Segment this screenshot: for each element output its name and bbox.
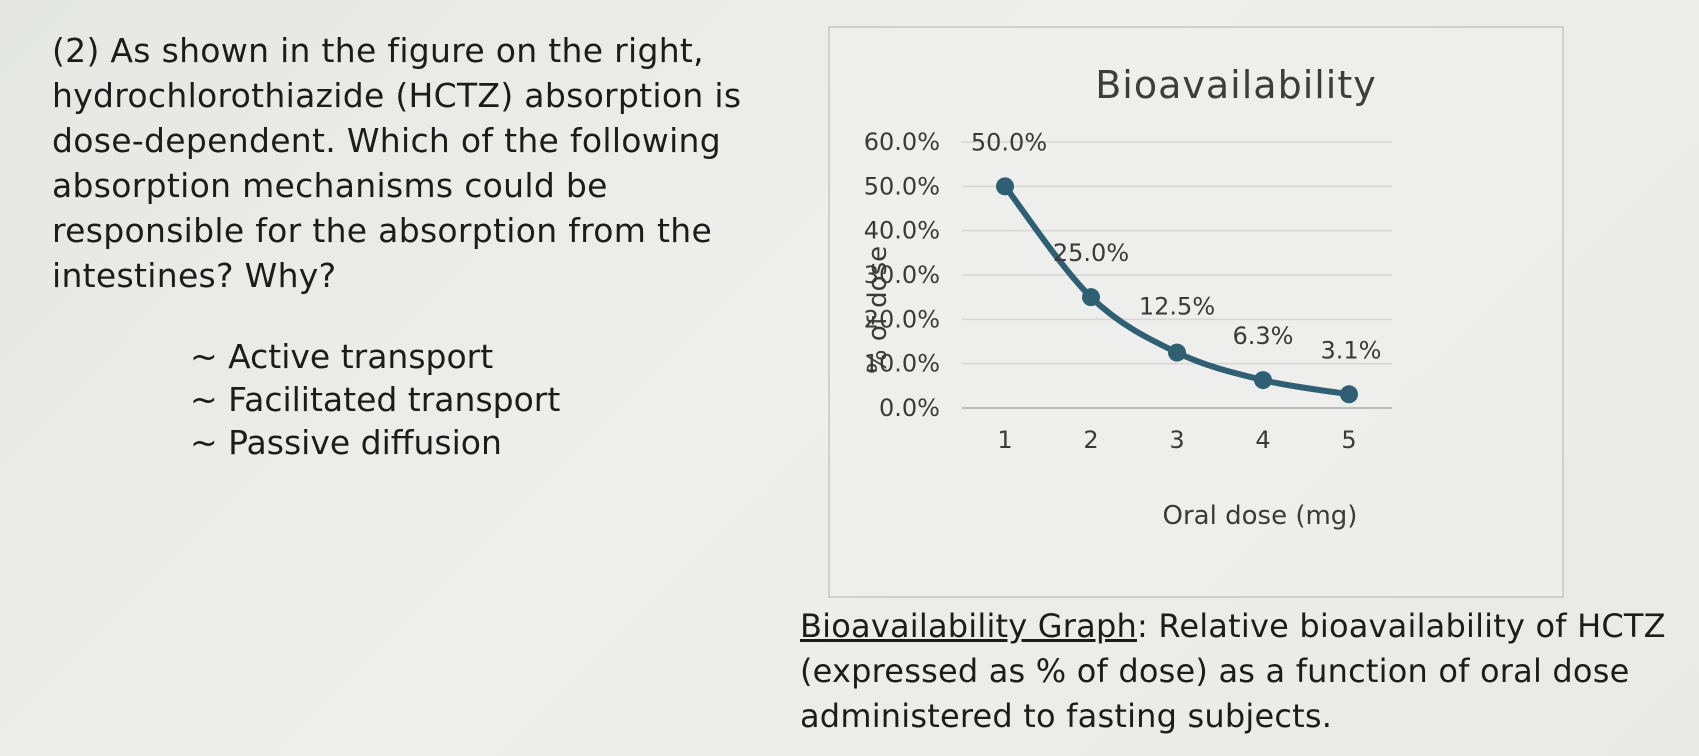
x-tick-label: 4 bbox=[1255, 426, 1270, 454]
question-line: responsible for the absorption from the bbox=[52, 211, 713, 250]
x-tick-label: 2 bbox=[1083, 426, 1098, 454]
data-label: 25.0% bbox=[1053, 239, 1129, 267]
data-label: 3.1% bbox=[1321, 336, 1382, 364]
option-facilitated-transport: ~ Facilitated transport bbox=[190, 380, 561, 419]
option-passive-diffusion: ~ Passive diffusion bbox=[190, 423, 502, 462]
x-tick-label: 1 bbox=[997, 426, 1012, 454]
chart-frame: Bioavailability % of dose Oral dose (mg)… bbox=[828, 26, 1564, 598]
y-tick-label: 20.0% bbox=[864, 305, 940, 333]
option-active-transport: ~ Active transport bbox=[190, 337, 494, 376]
data-point bbox=[996, 177, 1014, 196]
x-axis-label: Oral dose (mg) bbox=[1163, 501, 1358, 531]
bioavailability-chart: Bioavailability % of dose Oral dose (mg)… bbox=[863, 63, 1392, 531]
question-line: intestines? Why? bbox=[52, 256, 337, 295]
question-line: hydrochlorothiazide (HCTZ) absorption is bbox=[52, 76, 742, 115]
y-tick-label: 0.0% bbox=[879, 394, 940, 422]
y-tick-label: 10.0% bbox=[864, 350, 940, 378]
y-tick-label: 30.0% bbox=[864, 261, 940, 289]
data-label: 6.3% bbox=[1233, 322, 1294, 350]
data-point bbox=[1082, 288, 1100, 307]
question-line: (2) As shown in the figure on the right, bbox=[52, 31, 704, 70]
question-text: (2) As shown in the figure on the right,… bbox=[52, 28, 772, 298]
chart-title: Bioavailability bbox=[1095, 63, 1377, 107]
data-point bbox=[1340, 385, 1358, 404]
x-tick-label: 5 bbox=[1341, 426, 1356, 454]
caption-heading: Bioavailability Graph bbox=[800, 607, 1137, 645]
y-tick-label: 40.0% bbox=[864, 217, 940, 245]
caption-body: : Relative bioavailability of HCTZ (expr… bbox=[800, 607, 1666, 735]
data-point bbox=[1168, 343, 1186, 362]
data-point bbox=[1254, 371, 1272, 390]
answer-options: ~ Active transport ~ Facilitated transpo… bbox=[190, 335, 560, 464]
figure-caption: Bioavailability Graph: Relative bioavail… bbox=[800, 604, 1690, 739]
data-label: 12.5% bbox=[1139, 293, 1215, 321]
x-tick-label: 3 bbox=[1169, 426, 1184, 454]
y-tick-label: 60.0% bbox=[864, 128, 940, 156]
question-line: absorption mechanisms could be bbox=[52, 166, 608, 205]
y-axis-label: % of dose bbox=[863, 246, 893, 374]
data-label: 50.0% bbox=[971, 128, 1047, 156]
question-line: dose-dependent. Which of the following bbox=[52, 121, 721, 160]
y-tick-label: 50.0% bbox=[864, 172, 940, 200]
